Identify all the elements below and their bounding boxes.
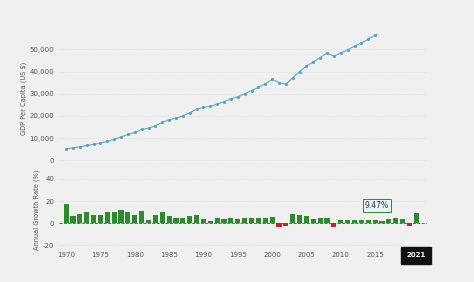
Bar (400, 219, 405, 223)
Bar (173, 218, 179, 223)
Bar (249, 218, 254, 223)
Bar (105, 212, 110, 223)
Bar (242, 218, 247, 223)
Bar (270, 217, 274, 223)
Bar (84, 212, 89, 223)
Bar (290, 214, 295, 223)
Bar (221, 219, 227, 223)
Bar (118, 210, 124, 223)
Bar (160, 212, 165, 223)
Bar (235, 219, 240, 223)
Bar (256, 219, 261, 223)
Bar (166, 216, 172, 223)
Bar (111, 212, 117, 223)
Bar (386, 219, 392, 223)
Bar (393, 218, 398, 223)
Bar (311, 219, 316, 223)
Bar (91, 215, 96, 223)
Bar (297, 215, 302, 223)
Bar (153, 215, 158, 223)
Bar (71, 215, 75, 223)
Bar (338, 220, 343, 223)
Bar (64, 204, 69, 223)
Bar (283, 223, 288, 226)
Bar (359, 221, 364, 223)
Bar (187, 216, 192, 223)
Bar (345, 220, 350, 223)
Bar (139, 211, 144, 223)
Bar (208, 221, 213, 223)
Bar (132, 215, 137, 223)
Bar (98, 215, 103, 223)
Bar (318, 218, 323, 223)
Bar (180, 218, 185, 223)
Bar (146, 220, 151, 223)
Bar (373, 219, 378, 223)
Text: $51,204: $51,204 (0, 281, 1, 282)
Bar (77, 214, 82, 223)
Bar (407, 223, 412, 226)
Bar (331, 223, 337, 227)
Y-axis label: GDP Per Capita (US $): GDP Per Capita (US $) (20, 61, 27, 135)
Bar (215, 219, 220, 223)
Bar (228, 218, 234, 223)
Y-axis label: Annual Growth Rate (%): Annual Growth Rate (%) (34, 169, 40, 250)
Bar (365, 219, 371, 223)
Bar (379, 221, 384, 223)
Bar (276, 223, 282, 228)
Bar (263, 218, 268, 223)
Bar (352, 220, 357, 223)
Bar (125, 212, 130, 223)
Bar (201, 219, 206, 223)
Bar (304, 216, 309, 223)
Text: 9.47%: 9.47% (365, 201, 389, 210)
Bar (325, 218, 329, 223)
Bar (194, 215, 199, 223)
Bar (414, 213, 419, 223)
